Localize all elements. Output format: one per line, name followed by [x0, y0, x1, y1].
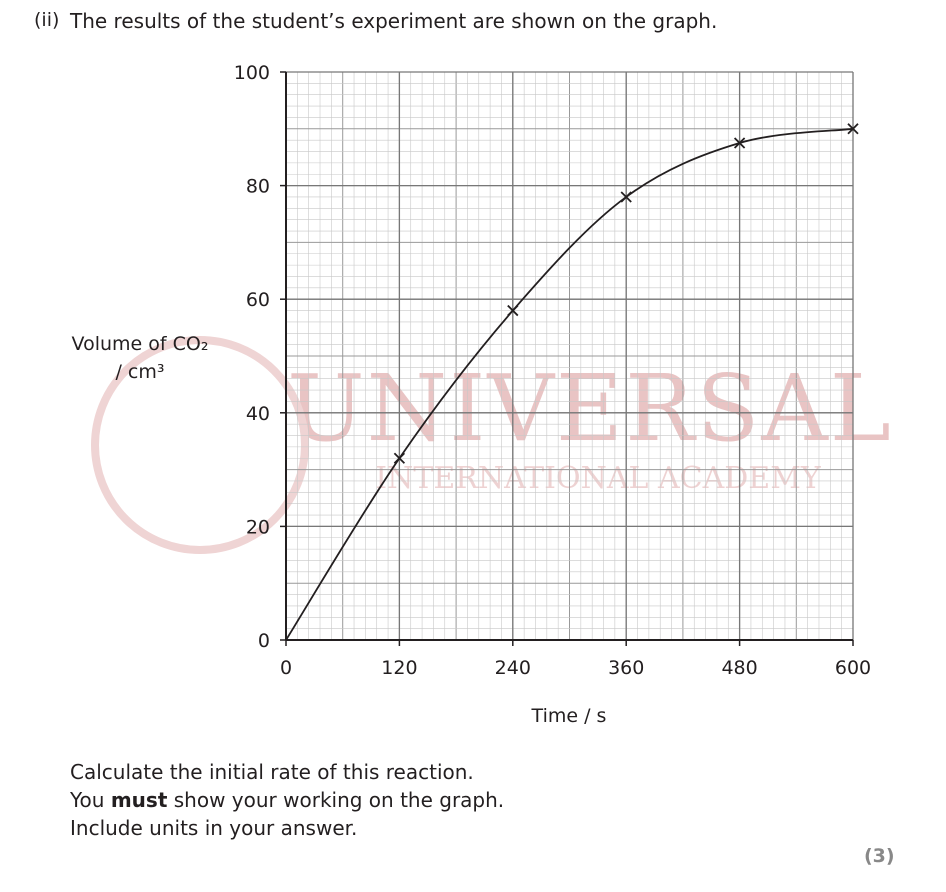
y-axis-label: Volume of CO₂	[72, 333, 209, 355]
data-point	[393, 452, 406, 464]
instruction: show your working on the graph.	[173, 788, 505, 812]
y-tick-label: 40	[246, 403, 270, 425]
watermark: INTERNATIONAL ACADEMY	[375, 461, 822, 496]
instruction: You must show your working on the graph.	[70, 788, 504, 812]
watermark: UNIVERSAL	[287, 355, 893, 462]
data-point	[847, 123, 859, 135]
marks: (3)	[864, 845, 895, 867]
x-tick-label: 240	[495, 657, 531, 679]
y-tick-label: 80	[246, 176, 270, 198]
data-point	[507, 304, 519, 317]
x-tick-label: 600	[835, 657, 871, 679]
x-tick-label: 480	[721, 657, 757, 679]
y-tick-label: 60	[246, 289, 270, 311]
x-axis-label: Time / s	[531, 705, 607, 727]
instruction: You	[70, 788, 105, 812]
x-tick-label: 120	[381, 657, 417, 679]
data-point	[733, 137, 746, 149]
instruction: Include units in your answer.	[70, 816, 358, 840]
question-number: (ii)	[34, 9, 60, 31]
question-text: The results of the student’s experiment …	[70, 9, 718, 33]
y-tick-label: 20	[246, 516, 270, 538]
data-point	[620, 191, 632, 203]
x-tick-label: 360	[608, 657, 644, 679]
x-tick-label: 0	[280, 657, 292, 679]
emphasis: must	[110, 788, 168, 812]
y-tick-label: 0	[258, 630, 270, 652]
y-axis-label: / cm³	[115, 361, 164, 383]
y-tick-label: 100	[234, 62, 270, 84]
instruction: Calculate the initial rate of this react…	[70, 760, 474, 784]
watermark-seal	[91, 336, 309, 554]
